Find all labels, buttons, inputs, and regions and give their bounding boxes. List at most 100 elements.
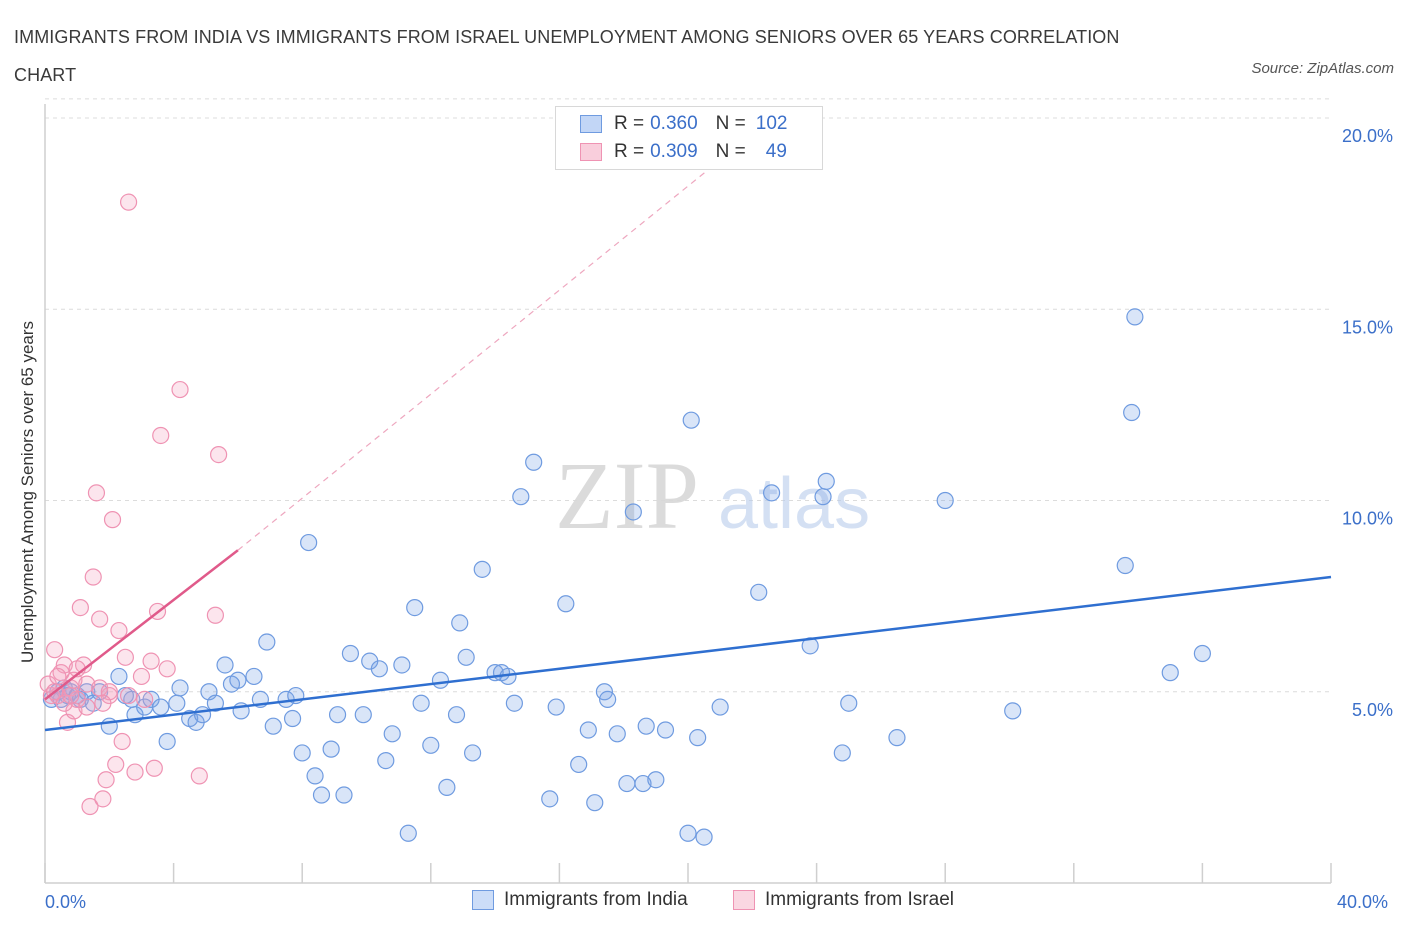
- india-point: [158, 732, 176, 751]
- israel-point: [46, 641, 64, 659]
- bottom-legend-israel[interactable]: Immigrants from Israel: [733, 889, 954, 911]
- india-point: [245, 667, 263, 686]
- y-tick-label: 5.0%: [1352, 700, 1393, 720]
- israel-point: [91, 610, 109, 628]
- india-point: [586, 794, 604, 812]
- india-point: [335, 786, 353, 804]
- india-point: [1161, 664, 1179, 682]
- israel-point: [158, 660, 176, 678]
- india-point: [888, 729, 906, 747]
- y-tick-label: 15.0%: [1342, 317, 1393, 337]
- india-point: [431, 671, 450, 689]
- israel-point: [119, 193, 138, 211]
- legend-r-value: 0.360: [650, 113, 698, 134]
- india-point: [451, 614, 469, 632]
- legend-r-label: R =: [614, 141, 645, 162]
- legend-swatch-india: [580, 115, 602, 133]
- stats-legend: R = 0.360 N = 102 R = 0.309 N = 49: [555, 106, 823, 170]
- india-point: [557, 595, 575, 613]
- israel-point: [110, 621, 128, 640]
- india-point: [354, 706, 372, 724]
- india-point: [624, 503, 642, 521]
- india-trend-line: [44, 575, 1332, 732]
- india-point: [637, 717, 655, 735]
- india-point: [634, 774, 652, 793]
- india-point: [840, 694, 858, 712]
- legend-row-india: R = 0.360 N = 102: [580, 111, 787, 137]
- israel-point: [62, 686, 80, 705]
- india-point: [647, 771, 665, 789]
- india-point: [1116, 556, 1134, 575]
- india-point: [283, 709, 302, 728]
- india-point: [547, 698, 565, 716]
- israel-point: [142, 652, 160, 670]
- india-point: [300, 533, 318, 552]
- india-point: [447, 706, 466, 724]
- india-point: [377, 751, 395, 770]
- y-tick-label: 20.0%: [1342, 126, 1393, 146]
- india-point: [168, 694, 186, 712]
- israel-point: [116, 648, 134, 666]
- trend-lines: [44, 159, 1332, 732]
- india-point: [412, 694, 430, 712]
- india-point: [206, 694, 224, 712]
- india-point: [193, 706, 212, 724]
- india-point: [293, 744, 311, 762]
- legend-n-label: N =: [715, 141, 746, 162]
- india-point: [599, 690, 617, 709]
- israel-point: [206, 606, 224, 624]
- bottom-legend-india[interactable]: Immigrants from India: [472, 889, 688, 911]
- israel-point: [119, 686, 138, 705]
- israel-point: [152, 426, 170, 445]
- india-points: [42, 308, 1212, 846]
- watermark: ZIP atlas: [555, 442, 870, 549]
- x-tick-min: 0.0%: [45, 892, 86, 912]
- israel-point: [71, 598, 89, 617]
- legend-row-israel: R = 0.309 N = 49: [580, 139, 787, 165]
- india-point: [512, 488, 530, 506]
- israel-trend-extension: [237, 159, 721, 551]
- israel-point: [94, 790, 112, 808]
- india-point: [393, 656, 411, 674]
- bottom-legend-label-israel: Immigrants from Israel: [765, 889, 954, 910]
- india-point: [936, 491, 954, 510]
- india-point: [306, 767, 324, 785]
- legend-r-label: R =: [614, 113, 645, 134]
- india-point: [762, 484, 781, 502]
- india-point: [608, 725, 626, 743]
- israel-point: [78, 675, 96, 693]
- legend-n-value: 102: [755, 113, 788, 134]
- y-tick-label: 10.0%: [1342, 509, 1393, 529]
- india-point: [152, 698, 170, 716]
- israel-point: [94, 694, 112, 712]
- india-point: [689, 729, 707, 747]
- india-point: [695, 828, 713, 846]
- israel-point: [171, 380, 189, 399]
- israel-points: [39, 193, 228, 816]
- india-point: [216, 656, 234, 674]
- india-point: [422, 736, 440, 754]
- legend-n-value: 49: [765, 141, 787, 162]
- india-point: [579, 721, 597, 739]
- india-point: [264, 717, 282, 735]
- india-point: [406, 598, 424, 617]
- india-point: [711, 698, 729, 716]
- india-point: [814, 488, 832, 506]
- israel-point: [84, 568, 102, 586]
- bottom-legend-swatch-india: [472, 890, 494, 910]
- israel-point: [190, 767, 208, 785]
- india-point: [171, 679, 189, 697]
- israel-point: [81, 797, 99, 816]
- india-point: [370, 660, 388, 678]
- india-point: [750, 583, 768, 601]
- india-point: [833, 744, 851, 762]
- india-point: [110, 667, 128, 686]
- india-point: [438, 778, 456, 796]
- chart-title: IMMIGRANTS FROM INDIA VS IMMIGRANTS FROM…: [14, 27, 1120, 85]
- india-point: [570, 755, 588, 774]
- india-point: [817, 472, 835, 490]
- india-point: [656, 721, 675, 739]
- israel-point: [87, 484, 106, 502]
- india-point: [312, 786, 331, 804]
